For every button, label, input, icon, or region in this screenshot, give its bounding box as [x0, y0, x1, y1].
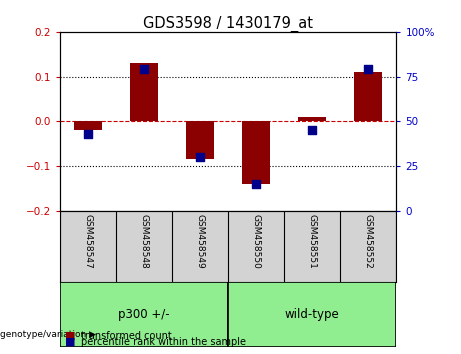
Text: ■: ■	[65, 331, 75, 341]
Bar	[74, 121, 102, 130]
Bar	[355, 72, 383, 121]
Text: wild-type: wild-type	[285, 308, 340, 321]
Bar	[186, 121, 214, 159]
Bar	[298, 117, 326, 121]
Point	[84, 131, 92, 137]
Text: p300 +/-: p300 +/-	[118, 308, 170, 321]
Text: transformed count: transformed count	[81, 331, 171, 341]
Text: GSM458548: GSM458548	[140, 214, 148, 269]
Bar	[130, 63, 158, 121]
Text: GSM458549: GSM458549	[195, 214, 205, 269]
Text: GSM458550: GSM458550	[252, 214, 261, 269]
Text: GSM458547: GSM458547	[83, 214, 93, 269]
Point	[253, 181, 260, 187]
Text: GSM458552: GSM458552	[364, 214, 373, 269]
Point	[365, 67, 372, 72]
Text: genotype/variation ▶: genotype/variation ▶	[0, 330, 96, 339]
Bar	[228, 282, 396, 347]
Bar	[60, 282, 228, 347]
Point	[309, 127, 316, 133]
Text: ■: ■	[65, 337, 75, 347]
Title: GDS3598 / 1430179_at: GDS3598 / 1430179_at	[143, 16, 313, 32]
Point	[196, 154, 204, 160]
Text: GSM458551: GSM458551	[308, 214, 317, 269]
Bar	[242, 121, 270, 184]
Text: percentile rank within the sample: percentile rank within the sample	[81, 337, 246, 347]
Point	[140, 67, 148, 72]
